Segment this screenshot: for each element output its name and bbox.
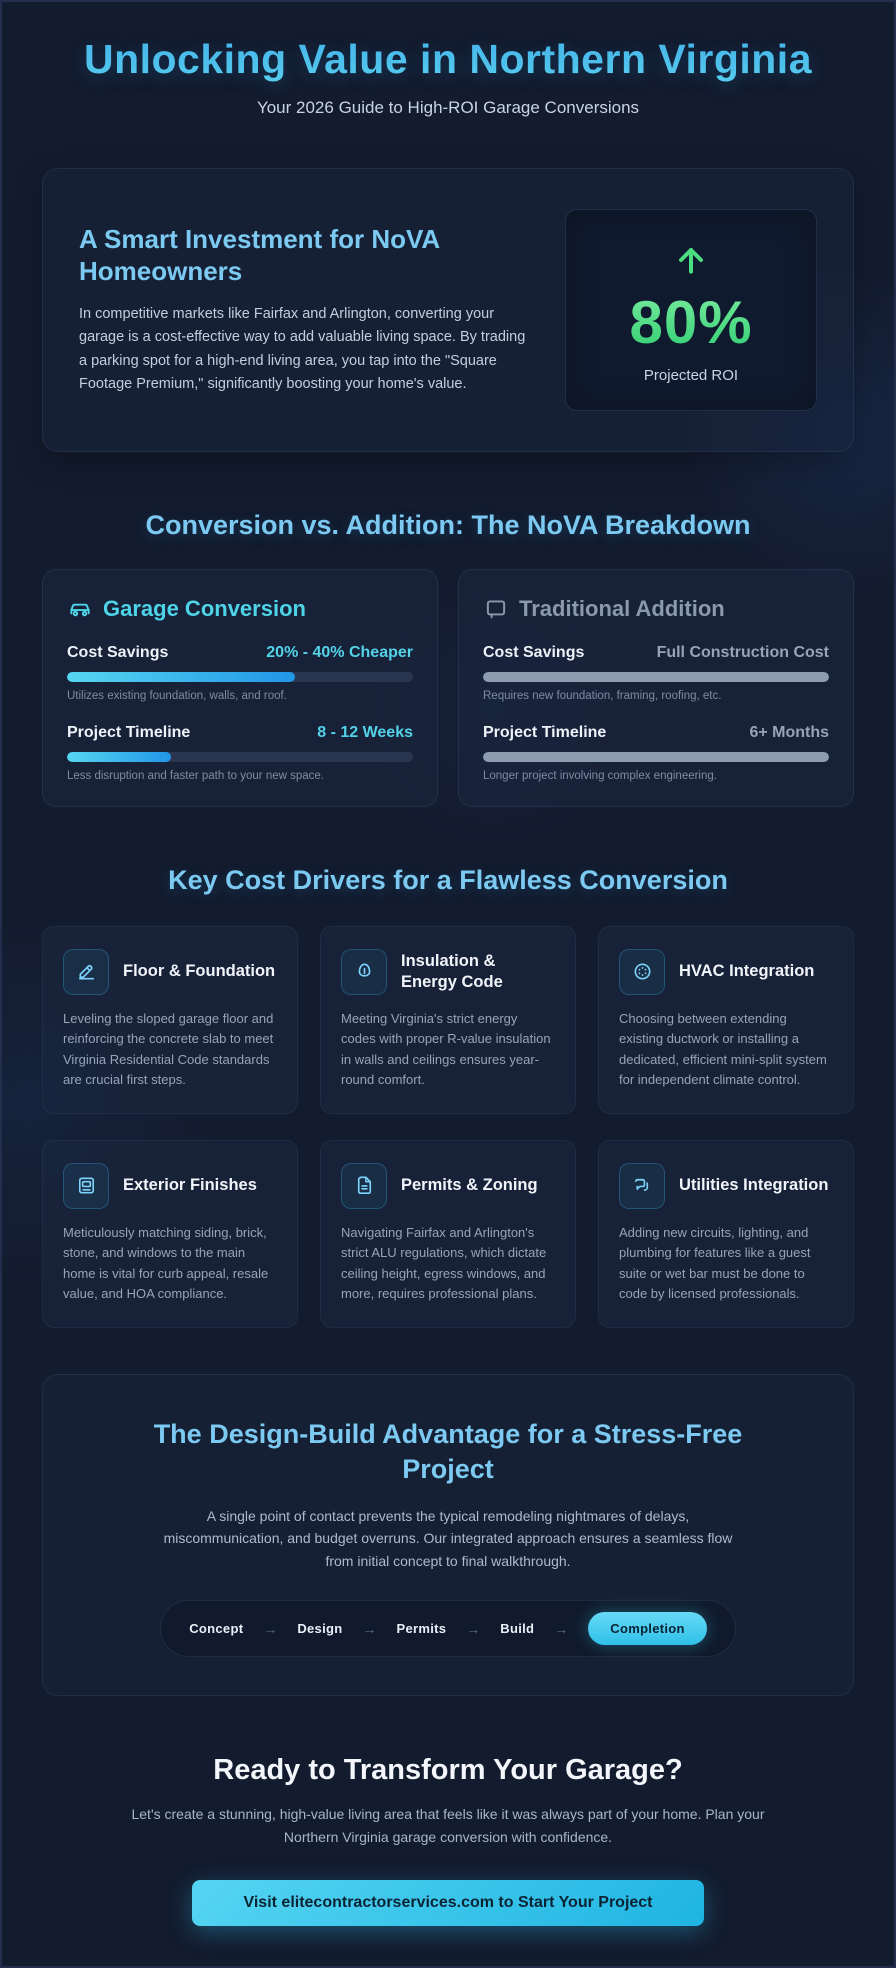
- step-design: Design: [297, 1621, 343, 1637]
- progress-fill: [483, 671, 829, 682]
- cost-drivers-heading: Key Cost Drivers for a Flawless Conversi…: [168, 864, 728, 895]
- stat-note: Requires new foundation, framing, roofin…: [483, 689, 722, 702]
- intro-card: A Smart Investment for NoVA Homeowners I…: [42, 167, 854, 452]
- arrow-up-icon: [671, 240, 711, 280]
- progress-fill: [67, 671, 296, 682]
- stat-label: Project Timeline: [483, 723, 607, 741]
- driver-title: Exterior Finishes: [123, 1176, 257, 1195]
- stat-project-timeline: Project Timeline 8 - 12 Weeks Less disru…: [67, 724, 413, 782]
- page-title: Unlocking Value in Northern Virginia: [42, 36, 854, 84]
- progress-track: [67, 751, 413, 762]
- progress-track: [67, 671, 413, 682]
- stat-value: 8 - 12 Weeks: [317, 723, 413, 741]
- roi-box: 80% Projected ROI: [565, 208, 817, 411]
- stat-label: Project Timeline: [67, 723, 191, 741]
- document-icon: [341, 1162, 387, 1209]
- garage-conversion-title: Garage Conversion: [67, 596, 413, 622]
- driver-title: Utilities Integration: [679, 1176, 829, 1195]
- step-completion: Completion: [588, 1612, 707, 1646]
- cta-body: Let's create a stunning, high-value livi…: [131, 1806, 765, 1845]
- traditional-addition-card: Traditional Addition Cost Savings Full C…: [458, 568, 854, 807]
- step-concept: Concept: [189, 1621, 244, 1637]
- cost-drivers-grid: Floor & Foundation Leveling the sloped g…: [42, 925, 854, 1328]
- driver-body: Meticulously matching siding, brick, sto…: [63, 1224, 269, 1302]
- driver-body: Meeting Virginia's strict energy codes w…: [341, 1010, 551, 1088]
- driver-body: Leveling the sloped garage floor and rei…: [63, 1010, 274, 1088]
- card-title-text: Garage Conversion: [103, 595, 306, 621]
- stat-label: Cost Savings: [67, 643, 169, 661]
- cta-button[interactable]: Visit elitecontractorservices.com to Sta…: [192, 1879, 704, 1926]
- arrow-right-icon: →: [263, 1620, 278, 1637]
- arrow-right-icon: →: [362, 1620, 377, 1637]
- driver-title: Permits & Zoning: [401, 1176, 538, 1195]
- utilities-plug-icon: [619, 1162, 665, 1209]
- stat-label: Cost Savings: [483, 643, 585, 661]
- roi-value: 80%: [584, 288, 798, 357]
- driver-title: Insulation & Energy Code: [401, 951, 503, 991]
- design-build-heading: The Design-Build Advantage for a Stress-…: [153, 1418, 743, 1484]
- driver-card-insulation: Insulation & Energy Code Meeting Virgini…: [320, 925, 576, 1114]
- window-frame-icon: [483, 596, 509, 622]
- vent-icon: [619, 948, 665, 995]
- card-title-text: Traditional Addition: [519, 595, 725, 621]
- driver-card-permits: Permits & Zoning Navigating Fairfax and …: [320, 1139, 576, 1328]
- roi-label: Projected ROI: [643, 366, 739, 384]
- stat-project-timeline: Project Timeline 6+ Months Longer projec…: [483, 724, 829, 782]
- stat-value: Full Construction Cost: [656, 643, 829, 661]
- garage-conversion-card: Garage Conversion Cost Savings 20% - 40%…: [42, 568, 438, 807]
- driver-title: HVAC Integration: [679, 962, 815, 981]
- car-icon: [67, 596, 93, 622]
- facade-window-icon: [63, 1162, 109, 1209]
- stat-note: Less disruption and faster path to your …: [67, 769, 324, 782]
- header: Unlocking Value in Northern Virginia You…: [42, 36, 854, 118]
- driver-body: Adding new circuits, lighting, and plumb…: [619, 1224, 811, 1302]
- stat-value: 6+ Months: [749, 723, 829, 741]
- progress-track: [483, 751, 829, 762]
- driver-body: Choosing between extending existing duct…: [619, 1010, 827, 1088]
- cta-heading: Ready to Transform Your Garage?: [213, 1754, 683, 1787]
- insulation-icon: [341, 948, 387, 995]
- stat-value: 20% - 40% Cheaper: [266, 643, 413, 661]
- progress-fill: [67, 751, 171, 762]
- driver-card-utilities: Utilities Integration Adding new circuit…: [598, 1139, 854, 1328]
- comparison-grid: Garage Conversion Cost Savings 20% - 40%…: [42, 568, 854, 807]
- stat-note: Longer project involving complex enginee…: [483, 769, 717, 782]
- driver-body: Navigating Fairfax and Arlington's stric…: [341, 1224, 547, 1302]
- intro-body: In competitive markets like Fairfax and …: [79, 305, 526, 393]
- progress-fill: [483, 751, 829, 762]
- cta-section: Ready to Transform Your Garage? Let's cr…: [42, 1754, 854, 1926]
- driver-card-floor-foundation: Floor & Foundation Leveling the sloped g…: [42, 925, 298, 1114]
- process-steps-bar: Concept → Design → Permits → Build → Com…: [160, 1600, 736, 1658]
- arrow-right-icon: →: [554, 1620, 569, 1637]
- step-build: Build: [500, 1621, 535, 1637]
- progress-track: [483, 671, 829, 682]
- stat-note: Utilizes existing foundation, walls, and…: [67, 689, 287, 702]
- intro-heading: A Smart Investment for NoVA Homeowners: [79, 223, 440, 287]
- comparison-heading: Conversion vs. Addition: The NoVA Breakd…: [145, 509, 751, 540]
- step-permits: Permits: [396, 1621, 447, 1637]
- design-build-card: The Design-Build Advantage for a Stress-…: [42, 1373, 854, 1697]
- design-build-body: A single point of contact prevents the t…: [163, 1507, 733, 1569]
- traditional-addition-title: Traditional Addition: [483, 596, 829, 622]
- driver-title: Floor & Foundation: [123, 962, 276, 981]
- driver-card-exterior: Exterior Finishes Meticulously matching …: [42, 1139, 298, 1328]
- arrow-right-icon: →: [466, 1620, 481, 1637]
- stat-cost-savings: Cost Savings Full Construction Cost Requ…: [483, 644, 829, 702]
- pen-ruler-icon: [63, 948, 109, 995]
- driver-card-hvac: HVAC Integration Choosing between extend…: [598, 925, 854, 1114]
- intro-text: A Smart Investment for NoVA Homeowners I…: [79, 223, 527, 397]
- stat-cost-savings: Cost Savings 20% - 40% Cheaper Utilizes …: [67, 644, 413, 702]
- page-subtitle: Your 2026 Guide to High-ROI Garage Conve…: [256, 97, 640, 117]
